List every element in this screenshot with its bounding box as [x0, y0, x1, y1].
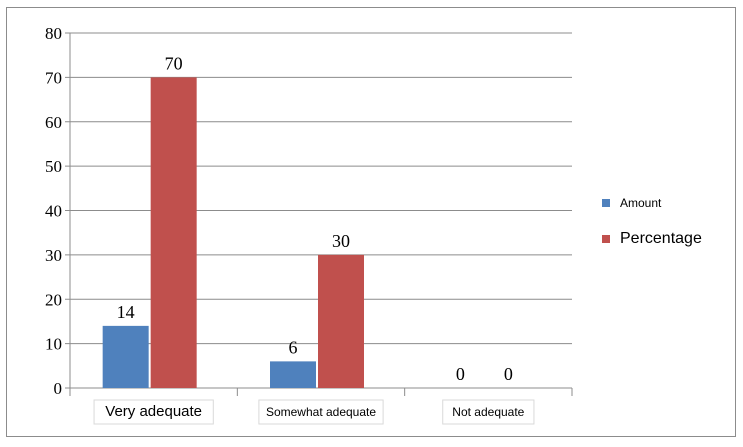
data-labels: 14 70 6 30 0 0	[117, 53, 513, 384]
bar-percentage-1	[150, 77, 197, 388]
data-label: 70	[165, 53, 183, 73]
category-label-box	[258, 399, 384, 425]
bars	[102, 77, 364, 388]
legend-swatch-percentage	[602, 235, 610, 243]
y-tick-label: 30	[45, 246, 62, 265]
legend-label-percentage: Percentage	[620, 230, 702, 247]
data-label: 6	[289, 337, 298, 357]
bar-amount-1	[102, 325, 149, 388]
y-tick-label: 70	[45, 68, 62, 87]
legend: Amount Percentage	[602, 196, 702, 247]
data-label: 30	[332, 231, 350, 251]
data-label: 14	[117, 302, 135, 322]
category-label: Somewhat adequate	[266, 405, 376, 419]
y-tick-label: 10	[45, 335, 62, 354]
data-label: 0	[456, 364, 465, 384]
y-tick-label: 0	[54, 379, 63, 398]
y-tick-label: 40	[45, 202, 62, 221]
category-label: Very adequate	[105, 403, 202, 420]
category-label-box	[93, 399, 214, 425]
legend-swatch-amount	[602, 199, 610, 207]
y-tick-labels: 0 10 20 30 40 50 60 70 80	[45, 24, 62, 398]
data-label: 0	[504, 364, 513, 384]
category-label-box	[442, 399, 535, 425]
y-tick-label: 80	[45, 24, 62, 43]
category-label: Not adequate	[452, 405, 524, 419]
bar-amount-2	[270, 361, 316, 388]
y-tick-label: 20	[45, 290, 62, 309]
y-tick-label: 50	[45, 157, 62, 176]
y-tick-label: 60	[45, 113, 62, 132]
category-labels: Very adequate Somewhat adequate Not adequa…	[93, 399, 535, 425]
legend-label-amount: Amount	[620, 196, 662, 210]
bar-percentage-2	[318, 254, 364, 388]
